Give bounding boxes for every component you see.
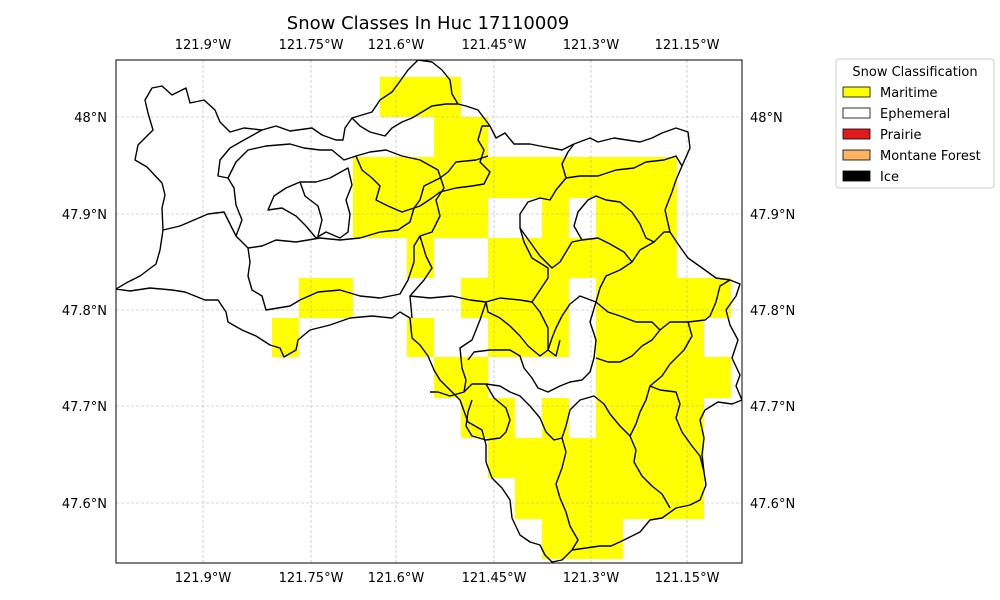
gridlines xyxy=(116,60,742,563)
subbasin-boundary xyxy=(531,301,561,357)
legend: Snow Classification Maritime Ephemeral Pra… xyxy=(835,58,995,189)
lon-tick-label: 121.6°W xyxy=(368,38,425,53)
lat-tick-label: 48°N xyxy=(74,111,107,126)
subbasin-boundary xyxy=(565,155,683,179)
maritime-cell xyxy=(488,438,704,478)
maritime-cell xyxy=(353,157,677,198)
map-title: Snow Classes In Huc 17110009 xyxy=(287,13,569,34)
lat-tick-label: 47.7°N xyxy=(62,400,107,415)
subbasin-boundary xyxy=(409,143,575,303)
legend-swatch xyxy=(842,128,871,140)
subbasin-boundary xyxy=(629,435,671,509)
lon-tick-label: 121.45°W xyxy=(462,571,527,586)
lon-tick-label: 121.15°W xyxy=(655,571,720,586)
legend-swatch xyxy=(842,86,871,98)
legend-frame xyxy=(835,58,995,189)
subbasin-boundary xyxy=(227,177,243,237)
watershed-boundaries xyxy=(116,60,742,563)
subbasin-boundary xyxy=(485,295,597,357)
lon-tick-label: 121.9°W xyxy=(175,38,232,53)
lat-tick-label: 47.9°N xyxy=(750,208,795,223)
outer-boundary xyxy=(116,60,742,563)
subbasin-boundary xyxy=(595,329,661,363)
subbasin-boundary xyxy=(351,103,458,137)
maritime-cell xyxy=(596,318,704,357)
maritime-cell xyxy=(299,278,353,318)
maritime-cell xyxy=(542,519,623,559)
legend-swatch xyxy=(842,107,871,119)
maritime-cell xyxy=(434,117,488,157)
lat-tick-label: 47.6°N xyxy=(750,497,795,512)
subbasin-boundary xyxy=(467,301,597,393)
subbasin-boundary xyxy=(519,227,670,269)
legend-label: Montane Forest xyxy=(880,149,981,164)
legend-swatch xyxy=(842,170,871,182)
subbasin-boundary xyxy=(247,155,489,249)
subbasin-boundary xyxy=(595,261,731,331)
maritime-cell xyxy=(596,357,731,398)
lon-tick-label: 121.3°W xyxy=(563,571,620,586)
lon-tick-label: 121.9°W xyxy=(175,571,232,586)
subbasin-boundary xyxy=(162,129,445,311)
lat-tick-label: 47.8°N xyxy=(62,304,107,319)
lat-tick-label: 47.7°N xyxy=(750,400,795,415)
lon-tick-label: 121.15°W xyxy=(655,38,720,53)
subbasin-boundary xyxy=(430,301,487,397)
subbasin-boundary xyxy=(463,321,693,441)
maritime-cell xyxy=(542,198,569,238)
plot-frame xyxy=(115,59,743,564)
lat-tick-label: 47.8°N xyxy=(750,304,795,319)
lon-tick-label: 121.45°W xyxy=(462,38,527,53)
subbasin-boundary xyxy=(649,385,705,473)
lon-tick-label: 121.75°W xyxy=(279,571,344,586)
lon-tick-label: 121.6°W xyxy=(368,571,425,586)
lon-tick-label: 121.75°W xyxy=(279,38,344,53)
legend-swatch xyxy=(842,149,871,161)
legend-label: Ice xyxy=(880,170,899,185)
lat-tick-label: 48°N xyxy=(750,111,783,126)
maritime-cell xyxy=(515,478,704,519)
subbasin-boundary xyxy=(267,167,353,239)
subbasin-boundary xyxy=(573,195,655,243)
lon-tick-labels-bottom: 121.9°W 121.75°W 121.6°W 121.45°W 121.3°W 121… xyxy=(175,571,720,586)
lon-tick-labels-top: 121.9°W 121.75°W 121.6°W 121.45°W 121.3°W 121… xyxy=(175,38,720,53)
lon-tick-label: 121.3°W xyxy=(563,38,620,53)
subbasin-boundary xyxy=(355,125,491,213)
legend-label: Prairie xyxy=(880,128,922,143)
maritime-cell xyxy=(596,278,731,318)
subbasin-boundary xyxy=(555,437,579,551)
legend-label: Maritime xyxy=(880,86,938,101)
lat-tick-label: 47.9°N xyxy=(62,208,107,223)
maritime-cell xyxy=(461,278,569,318)
maritime-raster xyxy=(272,77,731,559)
maritime-cell xyxy=(353,198,488,238)
lat-tick-labels-right: 48°N 47.9°N 47.8°N 47.7°N 47.6°N xyxy=(750,111,795,512)
lat-tick-label: 47.6°N xyxy=(62,497,107,512)
legend-title: Snow Classification xyxy=(852,65,977,80)
subbasin-boundary xyxy=(409,235,433,319)
subbasin-boundary xyxy=(299,181,323,237)
subbasin-boundary xyxy=(465,383,511,441)
maritime-cell xyxy=(380,77,461,117)
maritime-cell xyxy=(596,398,704,438)
legend-label: Ephemeral xyxy=(880,107,950,122)
lat-tick-labels-left: 48°N 47.9°N 47.8°N 47.7°N 47.6°N xyxy=(62,111,107,512)
maritime-cell xyxy=(488,238,677,278)
